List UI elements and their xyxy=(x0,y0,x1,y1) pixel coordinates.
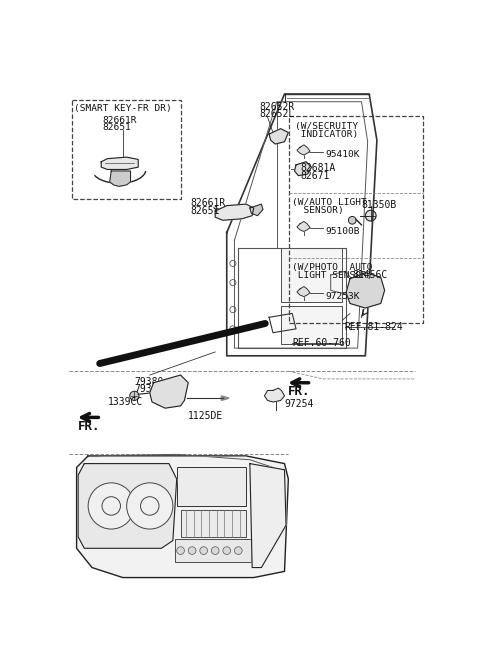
Text: INDICATOR): INDICATOR) xyxy=(295,130,358,138)
Text: 97254: 97254 xyxy=(285,399,314,409)
Circle shape xyxy=(348,216,356,224)
Text: 81350B: 81350B xyxy=(361,200,397,210)
Circle shape xyxy=(200,547,207,555)
Text: (W/SECRUITY: (W/SECRUITY xyxy=(295,122,358,131)
Polygon shape xyxy=(295,162,312,176)
Bar xyxy=(72,100,181,198)
Text: 95100B: 95100B xyxy=(325,227,360,236)
Circle shape xyxy=(102,496,120,515)
Bar xyxy=(175,539,251,562)
Text: FR.: FR. xyxy=(78,420,101,433)
Text: 82661R: 82661R xyxy=(191,198,226,208)
Polygon shape xyxy=(77,456,288,578)
Circle shape xyxy=(223,547,230,555)
Text: 1125DE: 1125DE xyxy=(188,411,224,421)
Text: 82681A: 82681A xyxy=(300,163,335,174)
Polygon shape xyxy=(250,464,286,567)
Polygon shape xyxy=(110,171,131,187)
Circle shape xyxy=(365,210,376,221)
Polygon shape xyxy=(150,375,188,408)
Circle shape xyxy=(234,547,242,555)
Circle shape xyxy=(130,391,139,400)
Bar xyxy=(177,468,246,506)
Circle shape xyxy=(127,483,173,529)
Text: 82651: 82651 xyxy=(191,206,220,215)
Text: 82652L: 82652L xyxy=(260,109,295,119)
Text: (W/PHOTO  AUTO: (W/PHOTO AUTO xyxy=(292,263,373,272)
Text: 82651: 82651 xyxy=(103,123,132,132)
Bar xyxy=(288,117,423,323)
Text: FR.: FR. xyxy=(288,385,311,398)
Polygon shape xyxy=(297,145,310,155)
Text: 95410K: 95410K xyxy=(325,150,360,159)
Polygon shape xyxy=(221,396,229,400)
Bar xyxy=(281,306,342,345)
Polygon shape xyxy=(215,204,254,220)
Text: 79390: 79390 xyxy=(134,384,164,394)
Text: 1339CC: 1339CC xyxy=(108,397,143,407)
Circle shape xyxy=(211,547,219,555)
Text: 82671: 82671 xyxy=(300,171,329,181)
Text: 81456C: 81456C xyxy=(352,270,387,280)
Circle shape xyxy=(177,547,184,555)
Text: 79380: 79380 xyxy=(134,377,164,386)
Text: 82652R: 82652R xyxy=(260,102,295,112)
Bar xyxy=(281,248,342,302)
Text: 82661R: 82661R xyxy=(103,115,137,124)
Text: (W/AUTO LIGHT: (W/AUTO LIGHT xyxy=(292,198,367,208)
Text: (SMART KEY-FR DR): (SMART KEY-FR DR) xyxy=(74,104,172,113)
Polygon shape xyxy=(78,464,177,548)
Text: LIGHT SENSOR): LIGHT SENSOR) xyxy=(292,271,373,280)
Circle shape xyxy=(88,483,134,529)
Text: SENSOR): SENSOR) xyxy=(292,206,344,215)
Polygon shape xyxy=(264,388,285,402)
Polygon shape xyxy=(297,287,310,297)
Circle shape xyxy=(188,547,196,555)
Circle shape xyxy=(141,496,159,515)
Polygon shape xyxy=(250,204,263,215)
Polygon shape xyxy=(269,128,288,144)
Text: 97253K: 97253K xyxy=(325,292,360,301)
Polygon shape xyxy=(346,272,384,308)
Polygon shape xyxy=(297,221,310,231)
Polygon shape xyxy=(101,157,138,170)
Text: REF.60-760: REF.60-760 xyxy=(292,338,351,348)
Bar xyxy=(180,510,246,536)
Text: REF.81-824: REF.81-824 xyxy=(345,322,403,332)
